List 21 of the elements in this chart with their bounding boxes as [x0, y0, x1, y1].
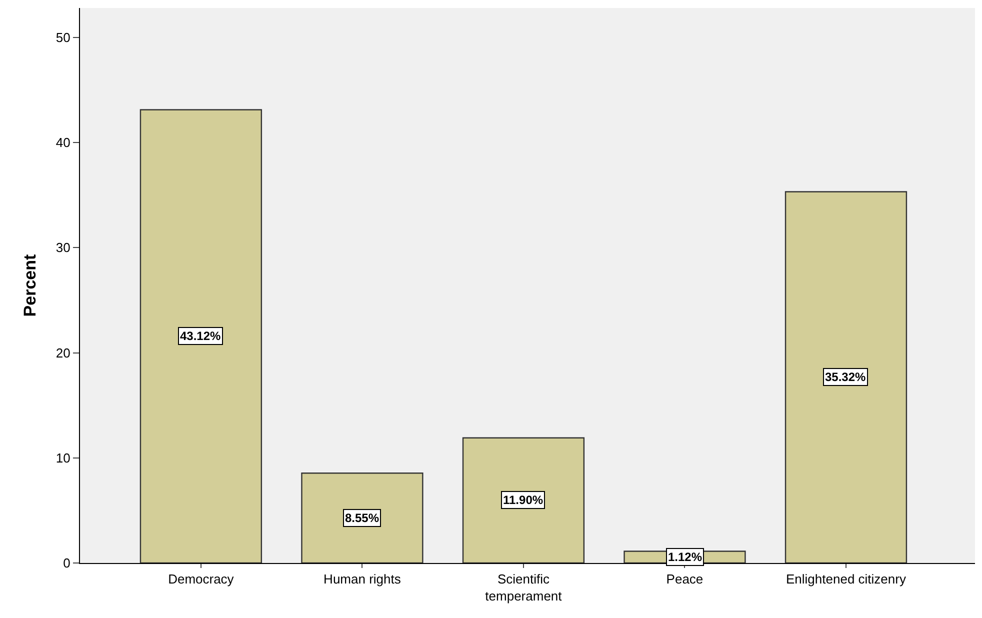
x-tick-label: Democracy: [168, 572, 234, 587]
x-tick-label: Human rights: [324, 572, 402, 587]
data-label: 11.90%: [503, 493, 544, 507]
bar: [784, 191, 908, 563]
y-tick-label: 40: [56, 135, 70, 150]
y-tick-label: 10: [56, 450, 70, 466]
bar: [462, 437, 585, 563]
bar: [301, 472, 424, 563]
x-tick-label: Enlightened citizenry: [786, 572, 906, 587]
y-tick-label: 50: [56, 30, 70, 45]
data-label: 35.32%: [825, 370, 866, 384]
data-label: 1.12%: [668, 550, 702, 564]
y-axis-title: Percent: [20, 254, 40, 317]
y-tick-label: 20: [56, 345, 70, 360]
x-tick-label: Peace: [666, 572, 704, 587]
data-label: 8.55%: [345, 511, 380, 525]
bar: [140, 109, 262, 563]
x-tick-label: Scientific temperament: [485, 572, 562, 604]
y-tick-label: 0: [63, 556, 70, 571]
y-tick-label: 30: [56, 240, 70, 256]
data-label: 43.12%: [180, 329, 222, 343]
